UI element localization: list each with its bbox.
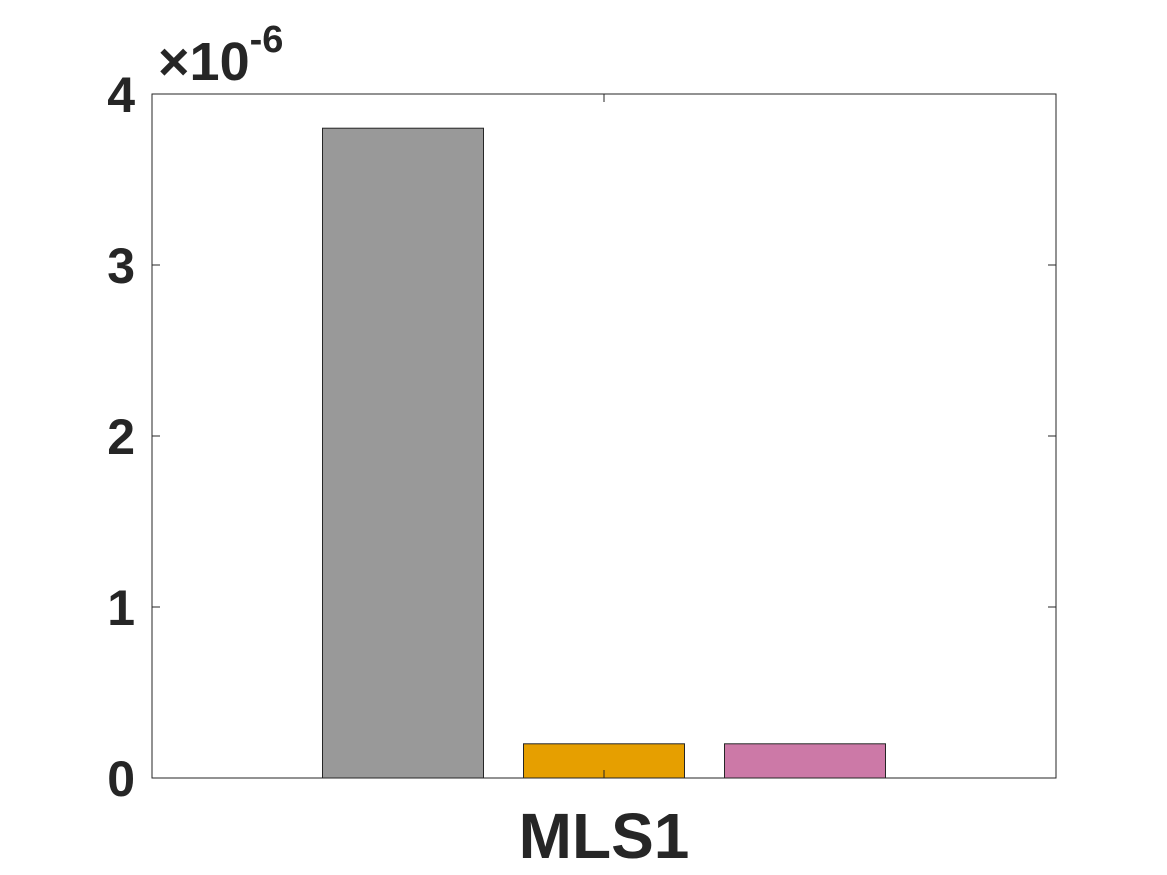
y-exponent-label: ×10-6 bbox=[158, 19, 283, 92]
y-tick-label-0: 0 bbox=[107, 751, 135, 807]
bars-group bbox=[322, 127, 886, 779]
x-tick-labels: MLS1 bbox=[519, 800, 690, 872]
axes-box bbox=[151, 93, 1057, 779]
bar-series-1-mls1 bbox=[322, 127, 484, 779]
y-tick-label-3: 3 bbox=[107, 238, 135, 294]
ticks-group bbox=[152, 93, 1056, 779]
y-tick-label-2: 2 bbox=[107, 409, 135, 465]
y-tick-labels: 0 1 2 3 4 bbox=[107, 67, 135, 807]
x-category-label: MLS1 bbox=[519, 800, 690, 872]
y-tick-label-4: 4 bbox=[107, 67, 135, 123]
y-tick-label-1: 1 bbox=[107, 580, 135, 636]
bar-series-3-mls1 bbox=[724, 743, 886, 779]
